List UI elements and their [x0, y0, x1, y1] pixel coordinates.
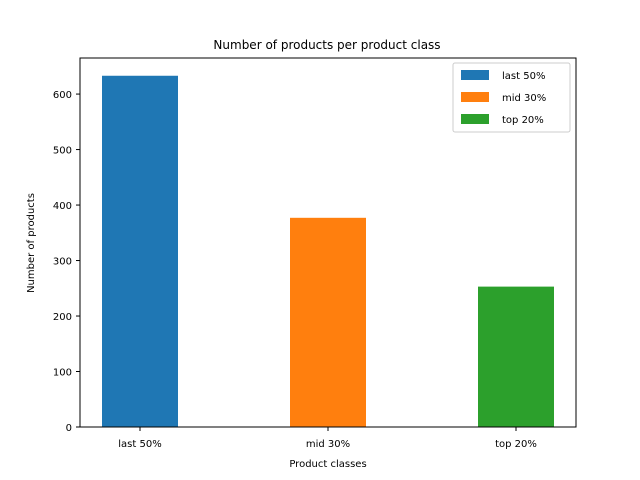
x-tick-label-2: top 20% [495, 439, 537, 450]
x-axis-ticks: last 50% mid 30% top 20% [118, 427, 537, 450]
x-tick-label-1: mid 30% [306, 439, 350, 450]
bar-0 [102, 75, 178, 427]
legend: last 50% mid 30% top 20% [452, 62, 571, 133]
y-axis-ticks: 0 100 200 300 400 500 600 [53, 90, 80, 434]
y-axis-label: Number of products [26, 193, 37, 293]
x-axis-label: Product classes [289, 459, 366, 470]
legend-label-1: mid 30% [502, 93, 546, 104]
y-tick-label-6: 600 [53, 90, 72, 101]
y-tick-label-4: 400 [53, 201, 72, 212]
legend-label-2: top 20% [502, 115, 544, 126]
bars-group [102, 75, 554, 427]
legend-swatch-2 [461, 114, 489, 124]
y-tick-label-0: 0 [66, 423, 72, 434]
legend-label-0: last 50% [502, 71, 545, 82]
y-tick-label-3: 300 [53, 257, 72, 268]
bar-2 [478, 286, 554, 427]
y-tick-label-2: 200 [53, 312, 72, 323]
legend-swatch-0 [461, 70, 489, 80]
legend-entries: last 50% mid 30% top 20% [461, 70, 546, 126]
plot-area-frame [79, 57, 577, 428]
y-tick-label-5: 500 [53, 146, 72, 157]
bar-1 [290, 217, 366, 427]
chart-title: Number of products per product class [213, 38, 440, 52]
x-tick-label-0: last 50% [118, 439, 161, 450]
legend-swatch-1 [461, 92, 489, 102]
y-tick-label-1: 100 [53, 368, 72, 379]
